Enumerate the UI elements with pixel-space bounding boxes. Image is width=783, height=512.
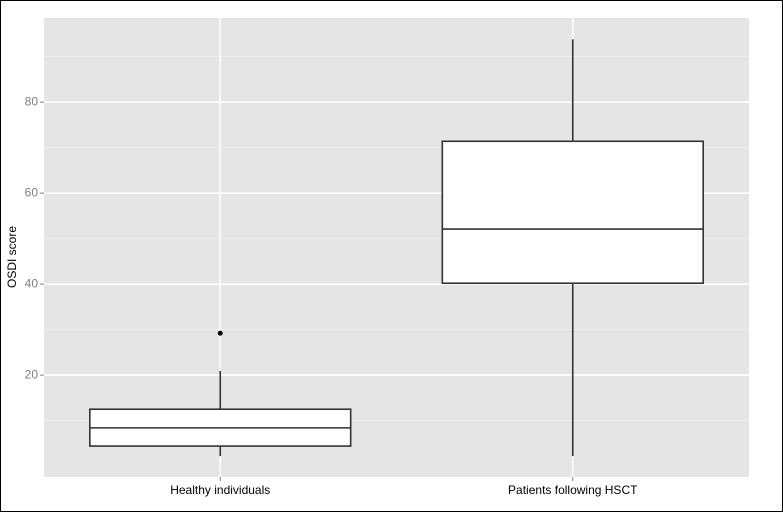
y-tick-label: 60 [25, 185, 39, 199]
box [441, 140, 704, 285]
y-tick-label: 80 [25, 94, 39, 108]
x-tick-label: Patients following HSCT [508, 483, 638, 497]
x-tick-label: Healthy individuals [170, 483, 270, 497]
y-tick-label: 20 [25, 367, 39, 381]
outlier [217, 330, 223, 336]
y-tick-label: 40 [25, 276, 39, 290]
y-axis-label: OSDI score [5, 226, 19, 288]
